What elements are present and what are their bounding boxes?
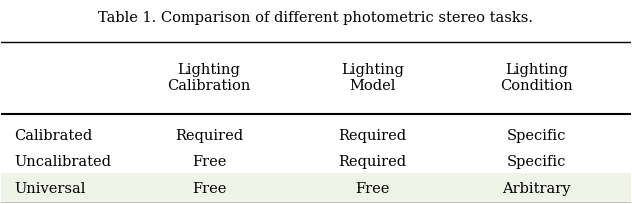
Text: Table 1. Comparison of different photometric stereo tasks.: Table 1. Comparison of different photome… [99, 11, 533, 26]
Text: Required: Required [339, 155, 407, 169]
Text: Required: Required [175, 129, 243, 143]
Text: Lighting
Calibration: Lighting Calibration [167, 63, 251, 93]
Text: Calibrated: Calibrated [14, 129, 92, 143]
Text: Universal: Universal [14, 182, 85, 195]
Text: Lighting
Condition: Lighting Condition [500, 63, 573, 93]
Text: Required: Required [339, 129, 407, 143]
Text: Specific: Specific [506, 155, 566, 169]
Text: Arbitrary: Arbitrary [502, 182, 571, 195]
Text: Free: Free [192, 182, 226, 195]
FancyBboxPatch shape [1, 173, 631, 203]
Text: Uncalibrated: Uncalibrated [14, 155, 111, 169]
Text: Free: Free [192, 155, 226, 169]
Text: Specific: Specific [506, 129, 566, 143]
Text: Lighting
Model: Lighting Model [341, 63, 404, 93]
Text: Free: Free [355, 182, 390, 195]
